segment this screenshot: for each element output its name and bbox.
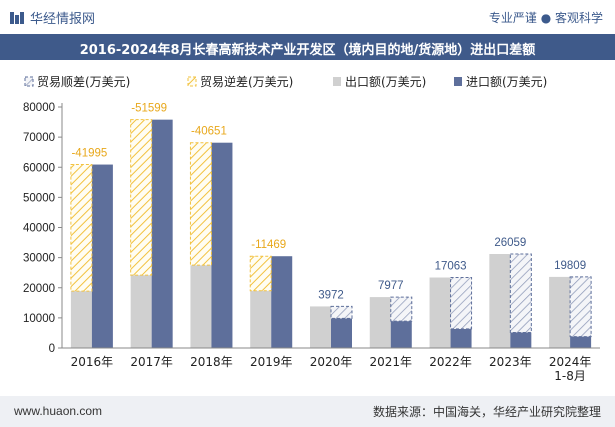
legend-label-3: 进口额(万美元): [466, 75, 547, 89]
x-tick-label: 2020年: [310, 355, 353, 369]
y-tick-label: 30000: [23, 253, 55, 265]
data-labels: -41995 -51599 -40651 -11469 3972 7977 17063 260…: [71, 103, 586, 302]
x-tick-label: 2018年: [190, 355, 233, 369]
balance-data-label: 3972: [318, 289, 344, 301]
x-tick-label: 2016年: [71, 355, 114, 369]
x-tick-label: 2023年: [489, 355, 532, 369]
title-bar: 2016-2024年8月长春高新技术产业开发区（境内目的地/货源地）进出口差额: [0, 34, 615, 60]
y-tick-label: 20000: [23, 283, 55, 295]
deficit-bar: [70, 164, 93, 292]
y-tick-label: 40000: [23, 223, 55, 235]
balance-data-label: 17063: [435, 261, 467, 273]
source-text: 数据来源：中国海关，华经产业研究院整理: [372, 405, 601, 419]
deficit-bar: [189, 142, 212, 266]
footer: www.huaon.com 数据来源：中国海关，华经产业研究院整理: [0, 396, 615, 427]
balance-data-label: 7977: [378, 280, 404, 292]
x-tick-label: 2024年: [549, 355, 592, 369]
legend-swatch-2: [333, 77, 341, 86]
import-bar: [151, 119, 173, 348]
export-bar: [429, 277, 451, 348]
x-tick-label: 2022年: [429, 355, 472, 369]
import-bar: [510, 332, 532, 348]
x-tick-label: 2019年: [250, 355, 293, 369]
legend: 贸易顺差(万美元) 贸易逆差(万美元) 出口额(万美元) 进口额(万美元): [24, 74, 547, 89]
export-bar: [549, 276, 571, 348]
export-bar: [369, 297, 391, 348]
export-bar: [130, 275, 152, 348]
bars: [70, 119, 592, 348]
x-tick-label: 2017年: [130, 355, 173, 369]
import-bar: [91, 164, 113, 348]
balance-data-label: 26059: [494, 237, 526, 249]
balance-data-label: -11469: [251, 239, 286, 251]
import-bar: [211, 142, 233, 348]
surplus-bar: [569, 276, 592, 338]
legend-swatch-1: [187, 76, 197, 87]
top-bar: 华经情报网 专业严谨 ● 客观科学: [0, 0, 615, 34]
surplus-bar: [509, 253, 532, 334]
legend-label-0: 贸易顺差(万美元): [37, 75, 130, 89]
brand-logo-icon: [10, 11, 24, 24]
import-bar: [570, 336, 592, 348]
export-bar: [190, 265, 212, 348]
y-tick-label: 70000: [23, 132, 55, 144]
chart-title: 2016-2024年8月长春高新技术产业开发区（境内目的地/货源地）进出口差额: [79, 43, 536, 58]
balance-data-label: -41995: [71, 148, 107, 160]
deficit-bar: [130, 119, 153, 276]
y-tick-label: 60000: [23, 162, 55, 174]
export-bar: [250, 290, 272, 348]
y-tick-label: 10000: [23, 313, 55, 325]
deficit-bar: [249, 255, 272, 292]
x-tick-label: 2021年: [370, 355, 413, 369]
surplus-bar: [390, 296, 413, 322]
brand: 华经情报网: [10, 8, 95, 27]
legend-swatch-3: [454, 77, 462, 86]
import-bar: [450, 328, 472, 348]
export-bar: [310, 306, 331, 348]
brand-name: 华经情报网: [30, 12, 96, 27]
export-bar: [70, 291, 92, 348]
website-text: www.huaon.com: [14, 404, 103, 418]
x-axis: 2016年 2017年 2018年 2019年 2020年 2021年 2022年 2023年…: [62, 347, 600, 383]
y-axis: 0 10000 20000 30000 40000 50000 60000 70000 8000…: [23, 102, 63, 355]
surplus-bar: [450, 277, 473, 330]
y-tick-label: 0: [49, 343, 55, 355]
chart-area: 贸易顺差(万美元) 贸易逆差(万美元) 出口额(万美元) 进口额(万美元) 0 1000…: [23, 74, 600, 383]
legend-label-2: 出口额(万美元): [345, 75, 426, 89]
y-tick-label: 80000: [23, 102, 55, 114]
surplus-bar: [330, 305, 353, 319]
y-tick-label: 50000: [23, 192, 55, 204]
balance-data-label: -51599: [131, 103, 167, 115]
import-bar: [390, 321, 412, 348]
balance-data-label: -40651: [191, 126, 227, 138]
legend-label-1: 贸易逆差(万美元): [200, 74, 293, 89]
import-bar: [331, 318, 352, 348]
x-tick-label: 1-8月: [554, 369, 586, 383]
balance-data-label: 19809: [554, 260, 586, 272]
legend-swatch-0: [24, 76, 34, 87]
import-bar: [271, 256, 293, 348]
export-bar: [489, 254, 511, 348]
tagline: 专业严谨 ● 客观科学: [488, 11, 603, 25]
